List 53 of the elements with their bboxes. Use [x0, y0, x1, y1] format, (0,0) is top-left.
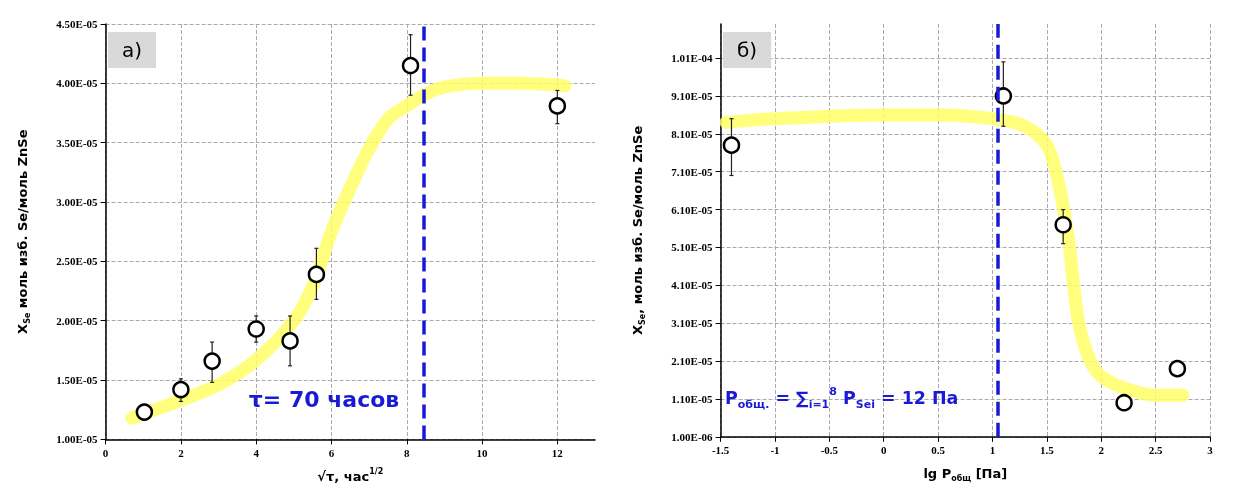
y-tick-label: 3.10E-05 [671, 317, 714, 330]
y-tick-label: 1.10E-05 [671, 392, 714, 405]
y-tick-label: 4.50E-05 [56, 18, 99, 30]
point [401, 56, 420, 75]
y-tick-label: 1.50E-05 [56, 374, 99, 387]
y-axis-title: XSe моль изб. Se/моль ZnSe [15, 129, 33, 334]
y-tick-label: 1.01E-04 [671, 52, 714, 65]
point [281, 332, 299, 350]
x-tick-label: 2 [178, 446, 185, 459]
y-tick-label: 3.50E-05 [56, 136, 99, 149]
x-tick-label: 2.5 [1148, 444, 1163, 457]
y-tick-label: 4.00E-05 [56, 77, 99, 90]
y-tick-label: 8.10E-05 [671, 127, 714, 140]
x-tick-label: 1.5 [1039, 444, 1055, 457]
point [1168, 359, 1187, 378]
y-tick-label: 3.00E-05 [56, 196, 99, 209]
y-tick-label: 1.00E-06 [671, 430, 714, 443]
point [203, 352, 221, 370]
text: а) [122, 38, 143, 62]
y-tick-label: 7.10E-05 [671, 165, 714, 178]
y-tick-label: 2.50E-05 [56, 255, 99, 268]
point [722, 136, 741, 154]
point [172, 380, 190, 399]
y-tick-label: 2.00E-05 [56, 314, 99, 327]
x-tick-label: 12 [551, 446, 564, 459]
point [1115, 393, 1133, 412]
x-tick-label: 1 [989, 444, 996, 457]
x-tick-label: 0 [880, 444, 887, 457]
y-tick-label: 9.10E-05 [671, 89, 714, 102]
text: б) [737, 38, 758, 62]
x-tick-label: 4 [253, 446, 260, 459]
x-tick-label: 0 [102, 446, 109, 459]
x-tick-label: 0.5 [931, 444, 946, 457]
y-tick-label: 2.10E-05 [671, 355, 714, 368]
x-tick-label: -1.5 [711, 444, 730, 457]
point [548, 97, 567, 115]
y-tick-label: 6.10E-05 [671, 203, 714, 216]
x-tick-label: 2 [1098, 444, 1105, 457]
point [1054, 215, 1072, 234]
x-tick-label: -1 [770, 444, 780, 457]
x-tick-label: 8 [404, 446, 411, 459]
y-tick-label: 1.00E-05 [56, 433, 99, 446]
point [247, 320, 265, 338]
annotation: τ= 70 часов [248, 386, 400, 412]
x-tick-label: 3 [1207, 444, 1214, 457]
y-axis-title: XSe, моль изб. Se/моль ZnSe [630, 125, 648, 336]
point [307, 265, 326, 284]
x-tick-label: 10 [476, 446, 489, 459]
y-tick-label: 5.10E-05 [671, 241, 714, 254]
x-tick-label: 6 [328, 446, 335, 459]
y-tick-label: 4.10E-05 [671, 279, 714, 292]
x-tick-label: -0.5 [820, 444, 839, 457]
point [135, 403, 154, 421]
